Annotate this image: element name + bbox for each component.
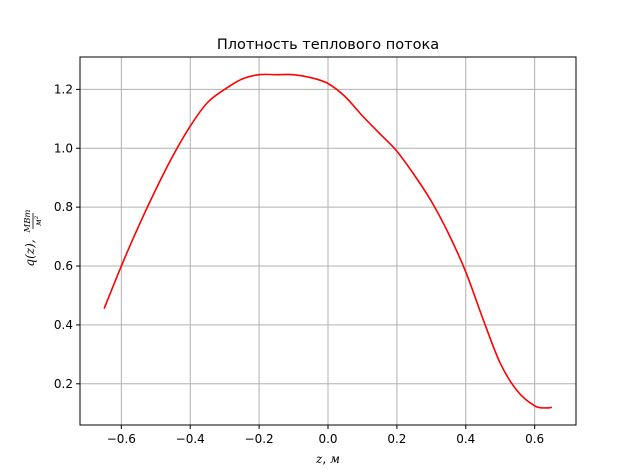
x-tick-label: −0.2	[245, 432, 274, 446]
y-tick-label: 0.8	[54, 200, 73, 214]
x-axis-unit: м	[330, 452, 340, 466]
chart-title: Плотность теплового потока	[217, 37, 439, 53]
x-axis-comma: ,	[322, 452, 330, 466]
y-axis-func: q(z),	[23, 239, 37, 266]
x-tick-label: 0.0	[318, 432, 337, 446]
y-tick-label: 1.2	[54, 82, 73, 96]
x-tick-label: 0.4	[456, 432, 475, 446]
x-tick-label: −0.4	[176, 432, 205, 446]
x-tick-label: 0.6	[525, 432, 544, 446]
y-tick-label: 1.0	[54, 141, 73, 155]
x-tick-label: 0.2	[387, 432, 406, 446]
y-axis-unit-numerator: МВт	[23, 209, 33, 233]
y-tick-label: 0.4	[54, 318, 73, 332]
y-axis-unit-denominator: м²	[34, 215, 44, 226]
x-axis-label: z, м	[315, 452, 340, 466]
y-tick-label: 0.2	[54, 377, 73, 391]
x-tick-label: −0.6	[107, 432, 136, 446]
y-tick-label: 0.6	[54, 259, 73, 273]
